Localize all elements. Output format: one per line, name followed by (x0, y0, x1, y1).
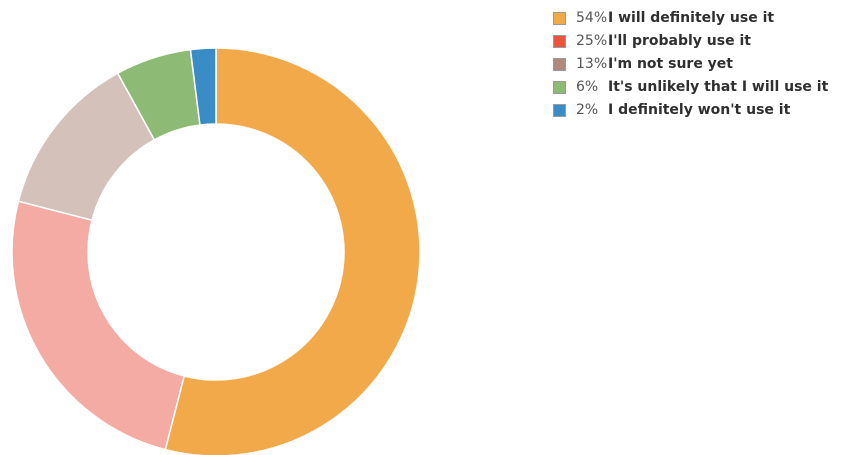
legend-percent: 6% (576, 79, 599, 95)
legend-item-unlikely[interactable]: 6% It's unlikely that I will use it (553, 78, 838, 96)
legend-swatch (553, 57, 566, 71)
legend-label: I'll probably use it (608, 33, 751, 49)
legend-percent: 54% (576, 10, 608, 26)
legend-swatch (553, 103, 566, 117)
legend-swatch (553, 34, 566, 48)
legend-label: I will definitely use it (608, 10, 775, 26)
legend-percent: 25% (576, 33, 608, 49)
legend-label: I definitely won't use it (608, 102, 791, 118)
legend-percent: 2% (576, 102, 599, 118)
legend-item-probably-use[interactable]: 25% I'll probably use it (553, 32, 838, 50)
legend-item-definitely-use[interactable]: 54% I will definitely use it (553, 9, 838, 27)
legend: 54% I will definitely use it 25% I'll pr… (553, 9, 838, 124)
legend-swatch (553, 80, 566, 94)
slice-probably-use[interactable] (11, 200, 186, 451)
legend-swatch (553, 11, 566, 25)
legend-item-not-sure[interactable]: 13% I'm not sure yet (553, 55, 838, 73)
slice-definitely-wont[interactable] (189, 47, 217, 126)
legend-percent: 13% (576, 56, 608, 72)
legend-item-definitely-wont[interactable]: 2% I definitely won't use it (553, 101, 838, 119)
slice-definitely-use[interactable] (164, 47, 421, 455)
legend-label: It's unlikely that I will use it (608, 79, 829, 95)
legend-label: I'm not sure yet (608, 56, 733, 72)
